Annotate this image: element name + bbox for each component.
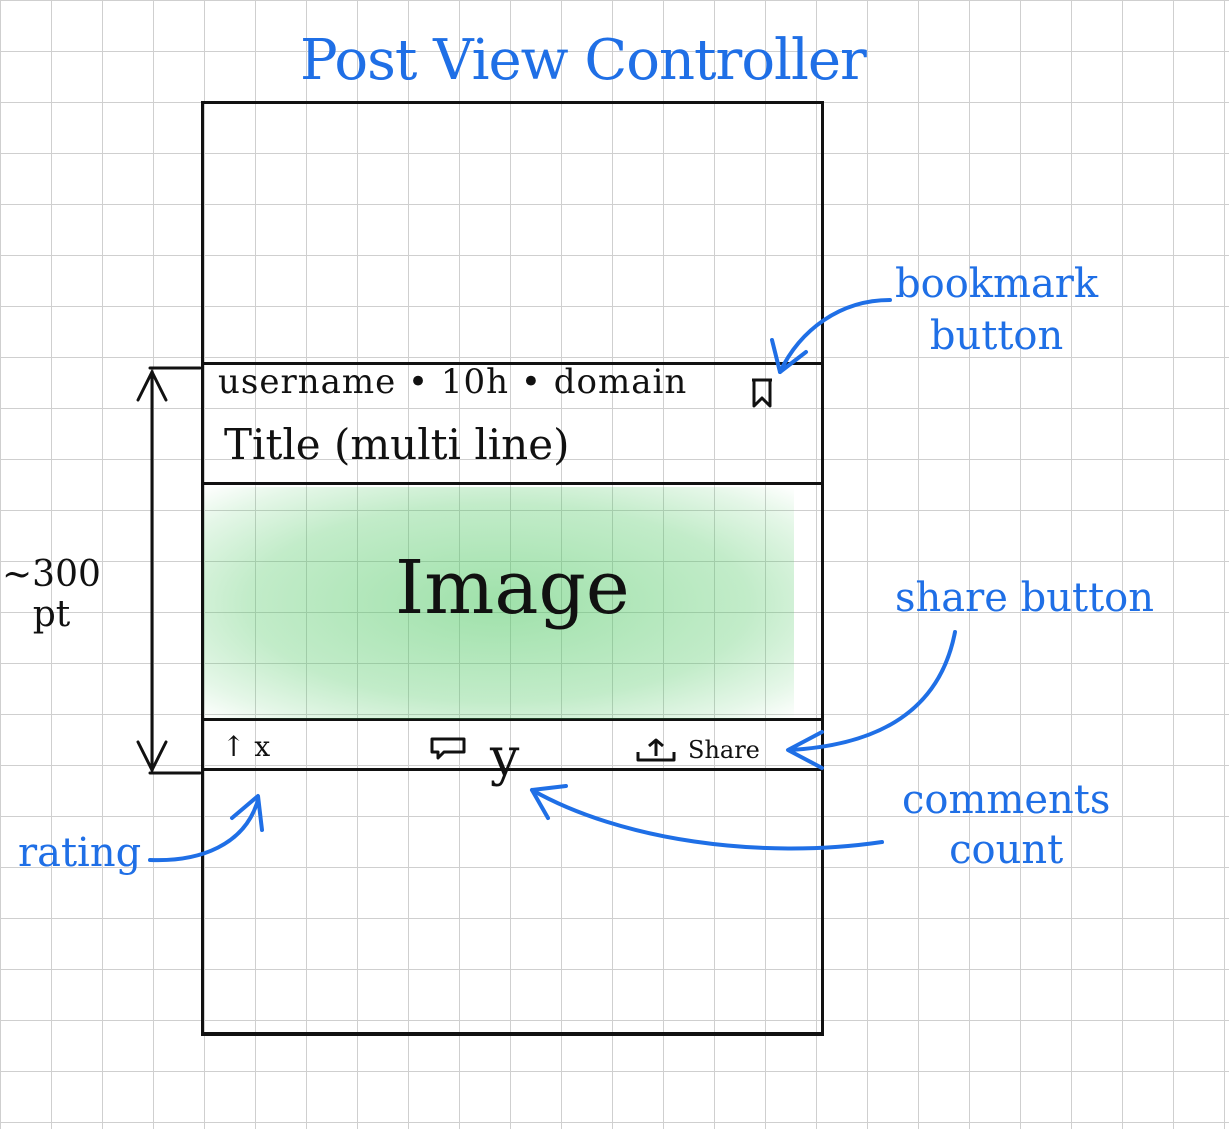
rating-arrow bbox=[148, 794, 264, 863]
bookmark-arrow bbox=[770, 298, 892, 374]
image-label: Image bbox=[395, 545, 630, 631]
comment-count: y bbox=[490, 728, 520, 788]
cell-top-divider bbox=[201, 362, 821, 365]
bookmark-icon[interactable] bbox=[750, 378, 774, 408]
height-dimension-arrow bbox=[136, 366, 202, 775]
comment-icon[interactable] bbox=[430, 736, 466, 760]
share-arrow bbox=[786, 630, 957, 770]
share-annotation: share button bbox=[895, 575, 1155, 621]
bookmark-annotation-line1: bookmark bbox=[895, 261, 1099, 307]
image-actions-divider bbox=[201, 718, 821, 721]
comments-annotation: comments count bbox=[902, 775, 1110, 875]
post-meta: username • 10h • domain bbox=[218, 362, 688, 402]
share-button-label[interactable]: Share bbox=[688, 736, 760, 764]
screen-frame bbox=[201, 101, 824, 1036]
title-image-divider bbox=[201, 482, 821, 485]
height-dimension-label: ~300 pt bbox=[2, 555, 101, 635]
comments-arrow bbox=[530, 784, 884, 851]
share-icon[interactable] bbox=[634, 738, 678, 764]
comments-annotation-line2: count bbox=[949, 827, 1064, 873]
post-title: Title (multi line) bbox=[224, 420, 570, 469]
post-image bbox=[204, 487, 794, 719]
rating-annotation: rating bbox=[18, 830, 142, 876]
height-unit: pt bbox=[32, 594, 71, 635]
cell-bottom-divider bbox=[201, 768, 821, 771]
comments-annotation-line1: comments bbox=[902, 777, 1111, 823]
bookmark-annotation: bookmark button bbox=[895, 258, 1098, 362]
height-value: ~300 bbox=[2, 554, 101, 595]
rating-control[interactable]: ↑ x bbox=[222, 730, 271, 763]
bookmark-annotation-line2: button bbox=[929, 313, 1064, 359]
diagram-title: Post View Controller bbox=[300, 28, 867, 93]
